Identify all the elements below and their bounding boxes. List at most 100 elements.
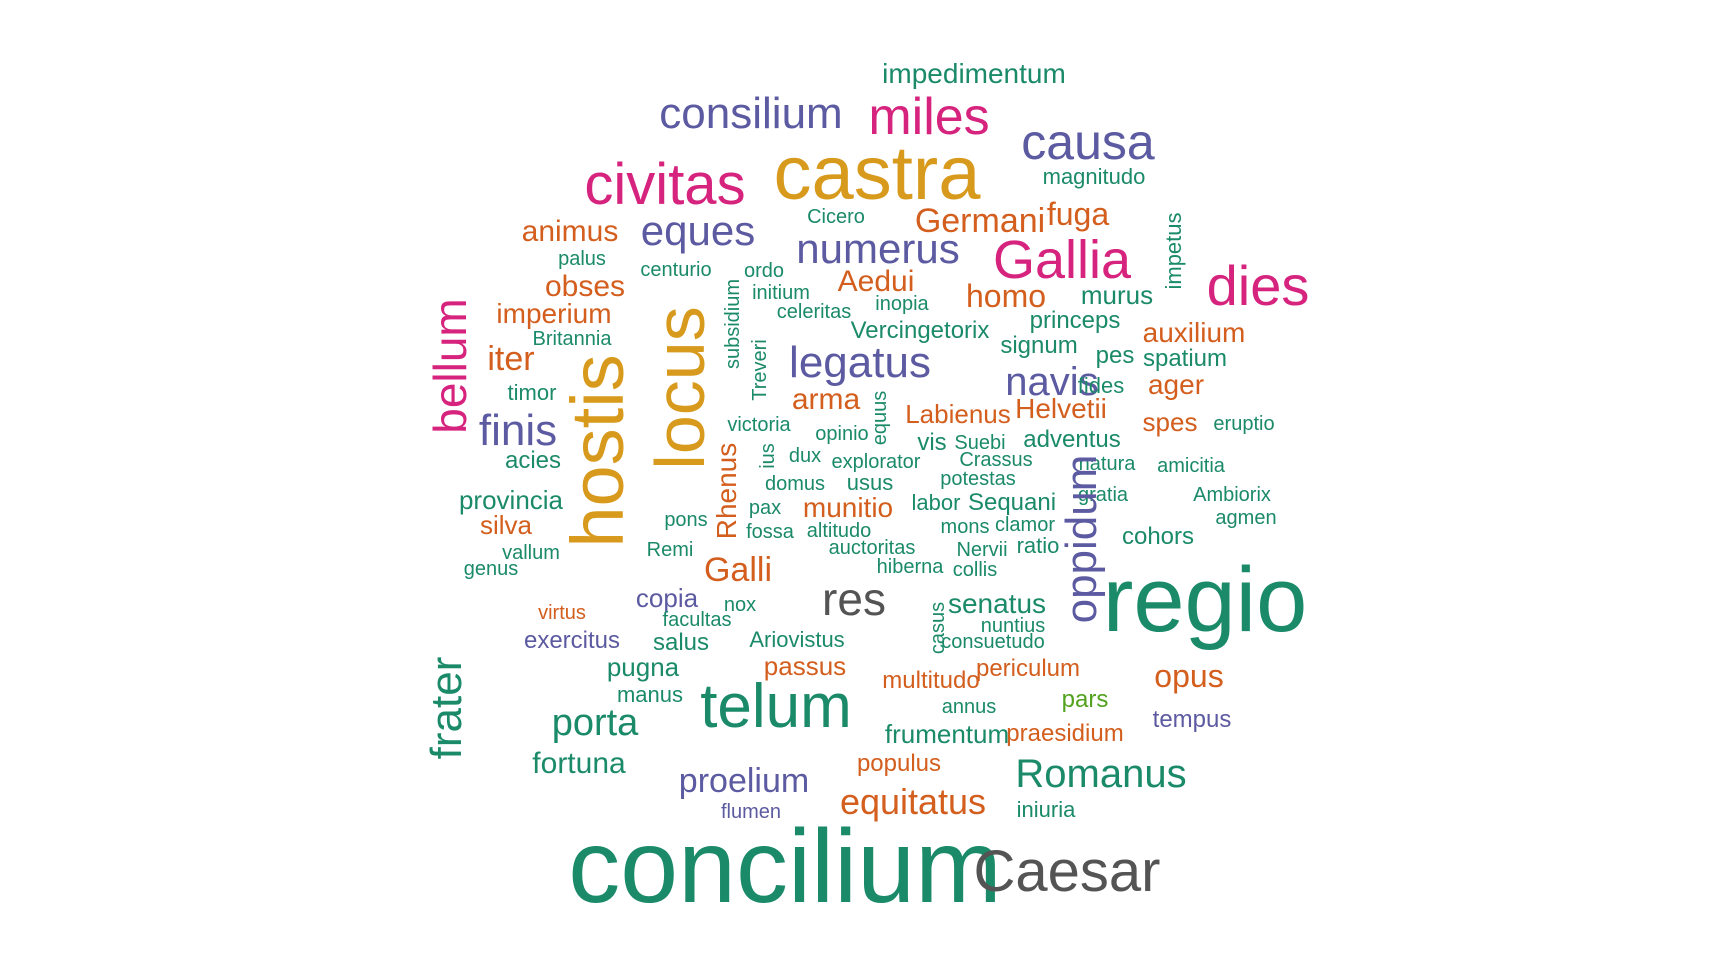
word: Remi [646, 539, 694, 561]
word: frumentum [884, 719, 1010, 749]
word: spes [1142, 407, 1198, 437]
word: Suebi [954, 432, 1006, 454]
word: Labienus [905, 399, 1011, 429]
word: Crassus [959, 449, 1033, 471]
word: annus [941, 696, 997, 718]
word: legatus [789, 338, 931, 387]
word: victoria [727, 414, 791, 436]
word: Romanus [1015, 752, 1187, 796]
word: civitas [584, 152, 746, 217]
word: vis [917, 429, 947, 456]
word: flumen [720, 801, 782, 823]
word: gratia [1077, 484, 1129, 506]
word: amicitia [1157, 455, 1225, 477]
word: magnitudo [1042, 164, 1146, 189]
word: pars [1061, 686, 1109, 713]
word: salus [652, 629, 710, 656]
word: fossa [746, 521, 794, 543]
word: provincia [458, 485, 564, 515]
word: praesidium [1006, 720, 1124, 747]
word: facultas [662, 609, 732, 631]
word: imperium [496, 298, 612, 329]
word: genus [463, 558, 519, 580]
word: Treveri [749, 339, 771, 401]
word: passus [763, 651, 847, 681]
word: arma [791, 383, 861, 416]
word: auxilium [1142, 317, 1246, 348]
word: potestas [940, 468, 1016, 490]
word: murus [1080, 280, 1154, 310]
word: manus [616, 682, 684, 707]
word: miles [868, 88, 990, 146]
word: fides [1077, 373, 1125, 398]
word: eques [640, 207, 756, 254]
word: palus [558, 248, 606, 270]
word: Caesar [973, 839, 1161, 904]
word: Helvetii [1015, 393, 1107, 424]
word: princeps [1029, 307, 1121, 334]
word: fortuna [532, 747, 626, 780]
word: Gallia [992, 230, 1132, 290]
word: adventus [1023, 426, 1121, 453]
word: Nervii [956, 539, 1008, 561]
word: animus [521, 215, 619, 248]
word: periculum [975, 655, 1081, 682]
word: pes [1095, 342, 1135, 369]
word: Rhenus [711, 442, 742, 540]
word: eruptio [1213, 413, 1275, 435]
word: telum [700, 672, 852, 741]
word: tempus [1152, 706, 1232, 733]
word: exercitus [523, 627, 621, 654]
word: hiberna [876, 556, 944, 578]
word: dux [788, 445, 822, 467]
word: pons [664, 509, 708, 531]
word: senatus [947, 588, 1047, 619]
word: res [822, 573, 886, 625]
word: inopia [875, 293, 929, 315]
word: castra [773, 131, 981, 216]
word: explorator [831, 451, 921, 473]
word: silva [479, 510, 533, 540]
word: Britannia [532, 328, 612, 350]
word: Aedui [837, 265, 915, 298]
word: numerus [796, 225, 960, 272]
word: labor [911, 490, 961, 515]
word: ager [1147, 369, 1205, 400]
word: vallum [502, 542, 560, 564]
word: cohors [1121, 523, 1195, 550]
word: celeritas [776, 301, 852, 323]
word: consilium [659, 89, 843, 138]
word: bellum [424, 298, 476, 434]
word: natura [1078, 453, 1136, 475]
word: oppidum [1057, 454, 1106, 624]
word: nox [723, 594, 757, 616]
word: finis [478, 406, 558, 455]
word: navis [1005, 360, 1099, 404]
word: agmen [1215, 507, 1277, 529]
word: pugna [606, 652, 680, 682]
word: pax [748, 497, 782, 519]
word: altitudo [806, 520, 872, 542]
word: obses [544, 270, 626, 303]
word: subsidium [722, 278, 744, 370]
word: fuga [1046, 196, 1110, 232]
word: causa [1021, 114, 1155, 170]
word: mons [940, 516, 990, 538]
word: acies [504, 447, 562, 474]
word: domus [764, 473, 826, 495]
word: proelium [678, 762, 810, 800]
word: auctoritas [828, 537, 916, 559]
word: dies [1206, 254, 1310, 317]
word: Germani [914, 202, 1046, 240]
word: usus [846, 470, 894, 495]
word: collis [952, 559, 998, 581]
word: homo [965, 278, 1047, 314]
word: initium [752, 282, 810, 304]
word: porta [551, 702, 639, 744]
word: hostis [556, 354, 639, 548]
word: consuetudo [941, 631, 1045, 653]
word: concilium [568, 809, 1002, 925]
word: signum [1000, 332, 1078, 359]
word: iter [487, 340, 535, 378]
